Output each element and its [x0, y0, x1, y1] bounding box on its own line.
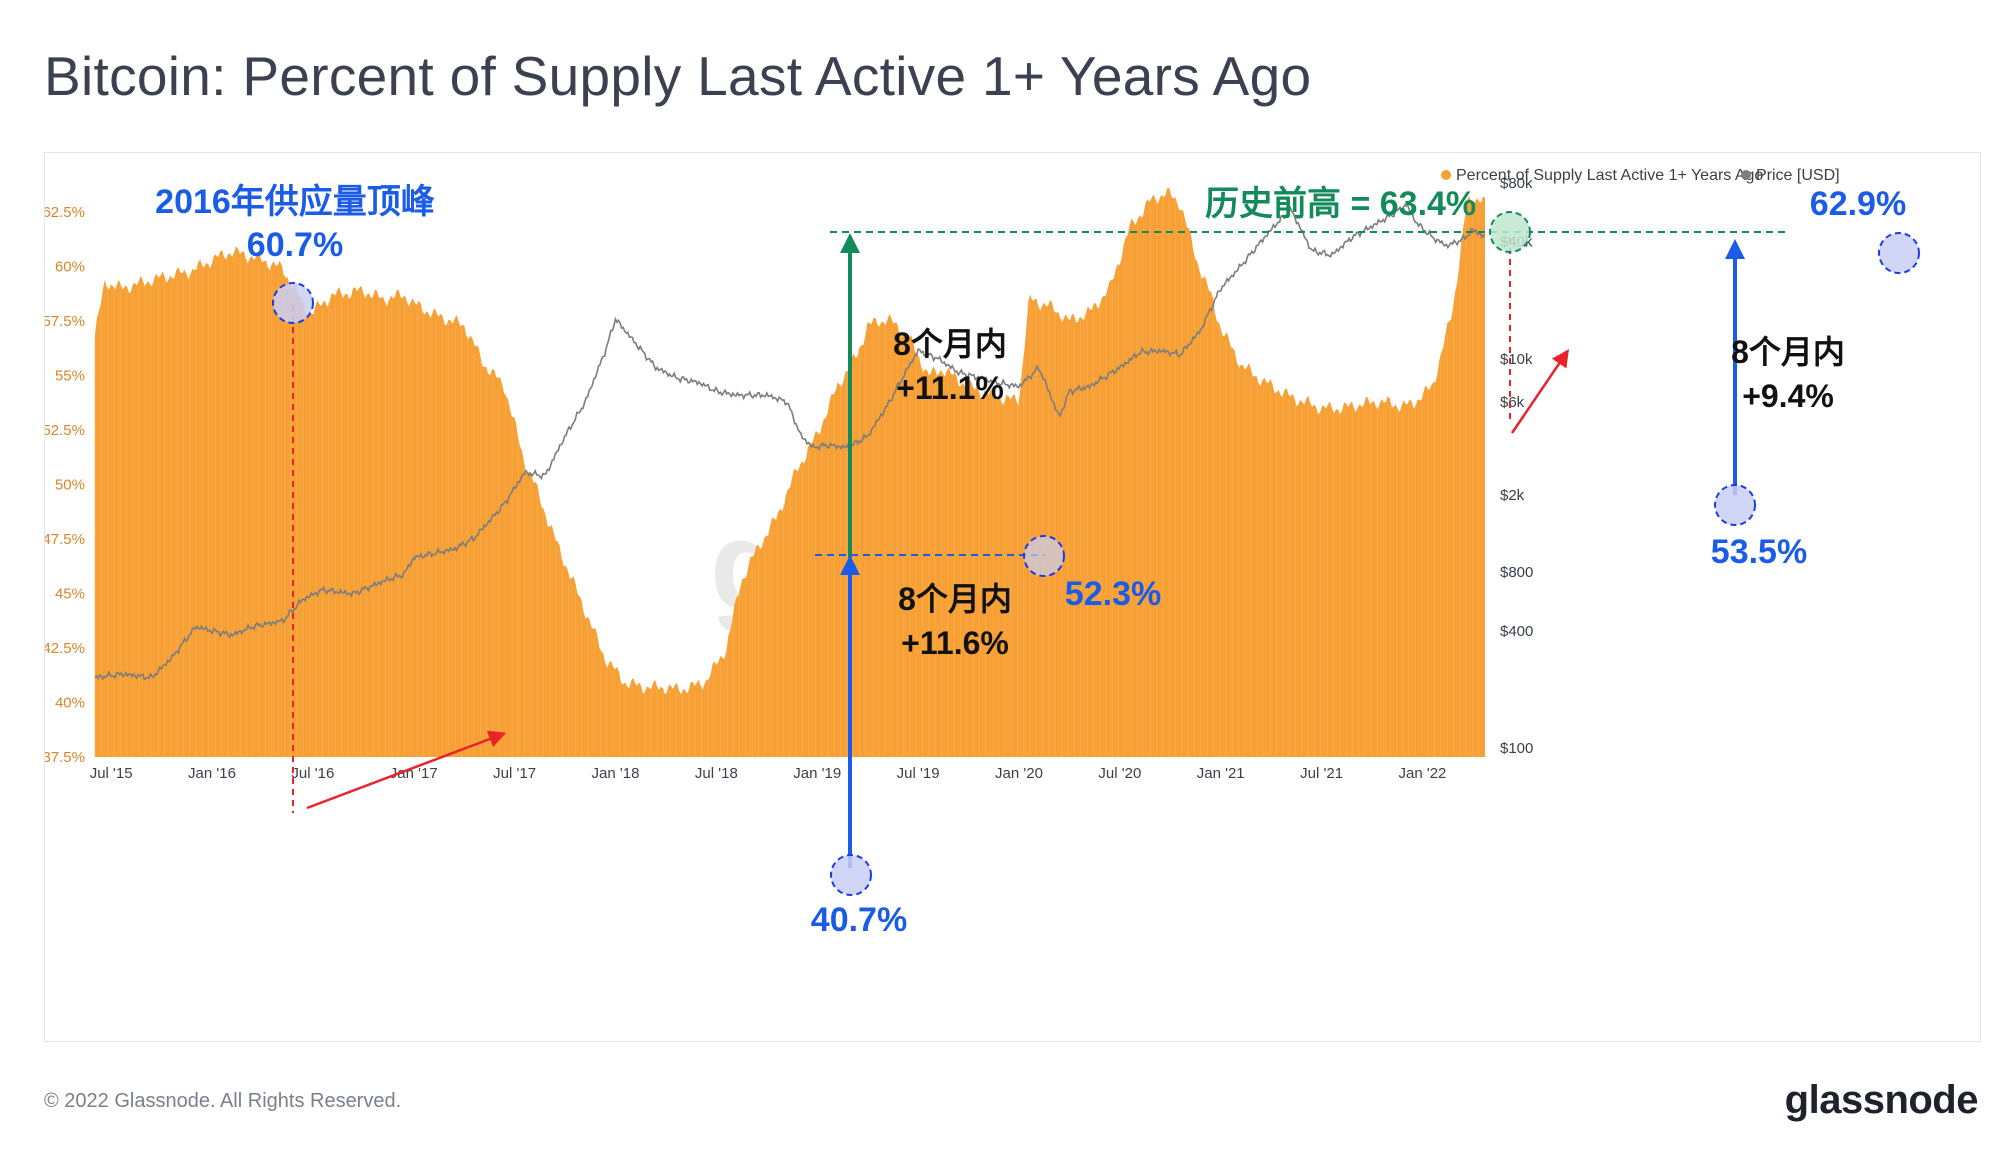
peak-2016-value: 60.7%	[247, 226, 343, 264]
marker-ath-2020	[1489, 211, 1531, 253]
y-right-tick-label: $800	[1500, 564, 1533, 581]
y-left-tick-label: 50%	[55, 477, 85, 494]
gain-2-line2: +11.6%	[901, 625, 1009, 661]
x-tick-label: Jan '16	[188, 765, 236, 782]
x-tick-label: Jul '18	[695, 765, 738, 782]
x-tick-label: Jan '17	[390, 765, 438, 782]
gain-3-line2: +9.4%	[1742, 378, 1834, 414]
x-tick-label: Jul '15	[90, 765, 133, 782]
gain-1-line1: 8个月内	[893, 326, 1007, 362]
peak-2016-label: 2016年供应量顶峰	[155, 183, 435, 221]
y-left-tick-label: 42.5%	[45, 640, 85, 657]
footer-copyright: © 2022 Glassnode. All Rights Reserved.	[44, 1090, 402, 1112]
y-right-tick-label: $80k	[1500, 175, 1533, 192]
y-right-tick-label: $10k	[1500, 351, 1533, 368]
marker-mid-2021	[1714, 484, 1756, 526]
ath-label: 历史前高 = 63.4%	[1205, 185, 1476, 223]
low-2018-value: 40.7%	[811, 901, 907, 939]
y-left-tick-label: 47.5%	[45, 531, 85, 548]
gain-1-line2: +11.1%	[896, 370, 1004, 406]
highlight-markers	[272, 211, 1920, 896]
y-left-tick-label: 52.5%	[45, 422, 85, 439]
marker-peak-2016	[272, 282, 314, 324]
chart-frame: glassnode Percent of Supply Last Active …	[42, 152, 1981, 1042]
current-value: 62.9%	[1810, 185, 1906, 223]
marker-current	[1878, 232, 1920, 274]
x-tick-label: Jul '21	[1300, 765, 1343, 782]
y-right-tick-label: $6k	[1500, 394, 1525, 411]
y-left-tick-label: 55%	[55, 368, 85, 385]
x-tick-label: Jul '19	[897, 765, 940, 782]
legend-supply-dot	[1441, 170, 1451, 180]
y-left-tick-label: 37.5%	[45, 749, 85, 766]
y-left-tick-label: 60%	[55, 259, 85, 276]
annotations: 2016年供应量顶峰 60.7% 历史前高 = 63.4% 62.9% 40.7…	[155, 183, 1906, 939]
price-line-layer	[94, 204, 1486, 681]
legend: Percent of Supply Last Active 1+ Years A…	[1441, 167, 1840, 184]
legend-supply-label: Percent of Supply Last Active 1+ Years A…	[1456, 167, 1763, 184]
y-left-tick-label: 45%	[55, 586, 85, 603]
marker-low-2018	[830, 854, 872, 896]
x-tick-label: Jan '22	[1399, 765, 1447, 782]
axis-layer: Jul '15 Jan '16 Jul '16 Jan '17 Jul '17 Jan '…	[42, 175, 1533, 782]
mid-2018-value: 52.3%	[1065, 575, 1161, 613]
x-tick-label: Jan '20	[995, 765, 1043, 782]
x-tick-label: Jan '18	[592, 765, 640, 782]
y-right-tick-label: $400	[1500, 623, 1533, 640]
y-right-tick-label: $100	[1500, 740, 1533, 757]
y-left-tick-label: 40%	[55, 695, 85, 712]
chart-svg: glassnode Percent of Supply Last Active …	[42, 167, 1920, 939]
x-tick-label: Jul '17	[493, 765, 536, 782]
x-tick-label: Jul '16	[291, 765, 334, 782]
footer-logo: glassnode	[1784, 1078, 1979, 1122]
x-tick-label: Jan '21	[1197, 765, 1245, 782]
gain-2-line1: 8个月内	[898, 581, 1012, 617]
x-tick-label: Jan '19	[793, 765, 841, 782]
price-line	[94, 204, 1486, 681]
legend-price-dot	[1741, 170, 1751, 180]
legend-price-label: Price [USD]	[1756, 167, 1840, 184]
marker-mid-2018	[1023, 535, 1065, 577]
y-right-tick-label: $2k	[1500, 487, 1525, 504]
trend-arrow-2016	[306, 730, 507, 810]
page-title: Bitcoin: Percent of Supply Last Active 1…	[44, 45, 1312, 107]
y-left-tick-label: 57.5%	[45, 313, 85, 330]
supply-area-layer	[94, 187, 1485, 757]
trend-arrow-2020	[1510, 349, 1569, 434]
y-left-tick-label: 62.5%	[45, 204, 85, 221]
gain-3-line1: 8个月内	[1731, 334, 1845, 370]
mid-2021-value: 53.5%	[1711, 533, 1807, 571]
x-tick-label: Jul '20	[1098, 765, 1141, 782]
